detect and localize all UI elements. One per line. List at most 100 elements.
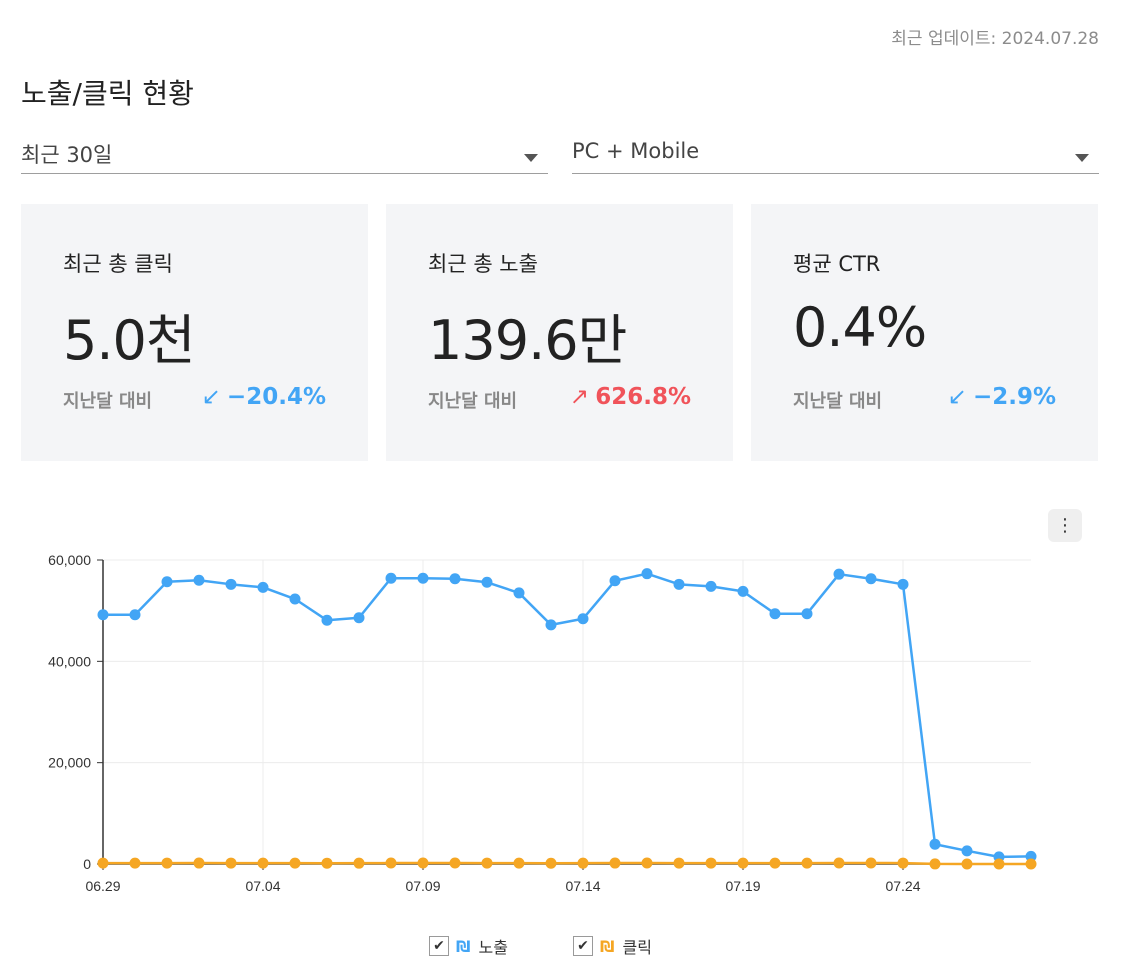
caret-down-icon: [1075, 154, 1089, 162]
y-tick-label: 0: [83, 856, 91, 872]
data-point-clicks: [897, 857, 909, 869]
x-tick-label: 06.29: [85, 878, 120, 894]
data-point-impressions: [577, 613, 589, 625]
data-point-impressions: [193, 574, 205, 586]
data-point-clicks: [1025, 858, 1037, 870]
data-point-clicks: [545, 857, 557, 869]
delta-text: −2.9%: [972, 384, 1056, 410]
data-point-impressions: [705, 580, 717, 592]
card-value: 139.6만: [428, 309, 627, 372]
data-point-impressions: [929, 838, 941, 850]
card-label: 최근 총 클릭: [63, 252, 173, 276]
delta-value: ↗ 626.8%: [570, 384, 691, 410]
legend-toggle-clicks[interactable]: ✔ ₪ 클릭: [573, 934, 652, 958]
data-point-impressions: [641, 568, 653, 580]
y-tick-label: 20,000: [48, 755, 91, 771]
data-point-clicks: [129, 857, 141, 869]
data-point-clicks: [673, 857, 685, 869]
x-tick-label: 07.24: [885, 878, 920, 894]
y-tick-label: 60,000: [48, 552, 91, 568]
data-point-impressions: [225, 578, 237, 590]
period-dropdown-value: 최근 30일: [21, 143, 113, 167]
device-dropdown[interactable]: PC + Mobile: [572, 134, 1099, 174]
arrow-down-left-icon: ↙: [947, 384, 967, 410]
y-tick-label: 40,000: [48, 653, 91, 669]
data-point-impressions: [545, 619, 557, 631]
data-point-impressions: [129, 609, 141, 621]
data-point-clicks: [705, 857, 717, 869]
checkbox-checked-icon[interactable]: ✔: [573, 936, 593, 956]
data-point-clicks: [385, 857, 397, 869]
data-point-impressions: [385, 572, 397, 584]
data-point-clicks: [801, 857, 813, 869]
period-dropdown[interactable]: 최근 30일: [21, 134, 548, 174]
x-tick-label: 07.19: [725, 878, 760, 894]
data-point-clicks: [257, 857, 269, 869]
data-point-impressions: [833, 568, 845, 580]
total-clicks-card: 최근 총 클릭 5.0천 지난달 대비 ↙ −20.4%: [21, 204, 368, 461]
data-point-clicks: [865, 857, 877, 869]
data-point-impressions: [609, 575, 621, 587]
data-point-impressions: [673, 578, 685, 590]
chart-menu-button[interactable]: ⋮: [1048, 509, 1082, 542]
delta-text: 626.8%: [595, 384, 691, 410]
series-line-clicks: [103, 861, 1031, 866]
data-point-impressions: [321, 614, 333, 626]
device-dropdown-value: PC + Mobile: [572, 139, 700, 163]
data-point-impressions: [353, 612, 365, 624]
total-impressions-card: 최근 총 노출 139.6만 지난달 대비 ↗ 626.8%: [386, 204, 733, 461]
data-point-clicks: [833, 857, 845, 869]
compare-label: 지난달 대비: [793, 391, 883, 412]
card-value: 0.4%: [793, 296, 927, 359]
data-point-clicks: [225, 857, 237, 869]
last-updated-text: 최근 업데이트: 2024.07.28: [891, 29, 1099, 49]
data-point-impressions: [737, 585, 749, 597]
data-point-impressions: [801, 608, 813, 620]
data-point-impressions: [417, 572, 429, 584]
data-point-clicks: [481, 857, 493, 869]
impressions-clicks-line-chart: 0 20,000 40,000 60,000 06.29 07.04 07.09 07.14 0…: [48, 552, 1037, 894]
card-label: 최근 총 노출: [428, 252, 538, 276]
data-point-clicks: [321, 857, 333, 869]
series-line-impressions: [103, 572, 1032, 859]
data-point-clicks: [449, 857, 461, 869]
caret-down-icon: [524, 154, 538, 162]
x-tick-label: 07.14: [565, 878, 600, 894]
data-point-impressions: [257, 581, 269, 593]
compare-label: 지난달 대비: [63, 391, 153, 412]
data-point-clicks: [193, 857, 205, 869]
data-point-impressions: [1025, 850, 1037, 862]
x-tick-label: 07.09: [405, 878, 440, 894]
data-point-clicks: [993, 858, 1005, 870]
data-point-impressions: [961, 845, 973, 857]
arrow-down-left-icon: ↙: [201, 384, 221, 410]
average-ctr-card: 평균 CTR 0.4% 지난달 대비 ↙ −2.9%: [751, 204, 1098, 461]
data-point-impressions: [513, 587, 525, 599]
data-point-impressions: [865, 573, 877, 585]
data-point-clicks: [97, 857, 109, 869]
data-point-impressions: [449, 573, 461, 585]
delta-value: ↙ −20.4%: [202, 384, 326, 410]
data-point-clicks: [417, 857, 429, 869]
chart-grid: [103, 559, 1031, 864]
page-title: 노출/클릭 현황: [21, 77, 194, 110]
delta-value: ↙ −2.9%: [948, 384, 1056, 410]
data-point-impressions: [289, 593, 301, 605]
legend-label: 노출: [478, 938, 508, 957]
more-vertical-icon: ⋮: [1056, 515, 1074, 536]
legend-toggle-impressions[interactable]: ✔ ₪ 노출: [429, 934, 508, 958]
chart-series: [97, 568, 1037, 870]
arrow-up-right-icon: ↗: [569, 384, 590, 410]
card-value: 5.0천: [63, 309, 196, 372]
data-point-clicks: [353, 857, 365, 869]
data-point-clicks: [961, 858, 973, 870]
data-point-impressions: [161, 576, 173, 588]
card-label: 평균 CTR: [793, 252, 881, 276]
data-point-clicks: [577, 857, 589, 869]
data-point-impressions: [481, 576, 493, 588]
data-point-clicks: [161, 857, 173, 869]
data-point-clicks: [513, 857, 525, 869]
data-point-clicks: [641, 857, 653, 869]
checkbox-checked-icon[interactable]: ✔: [429, 936, 449, 956]
data-point-impressions: [97, 609, 109, 621]
